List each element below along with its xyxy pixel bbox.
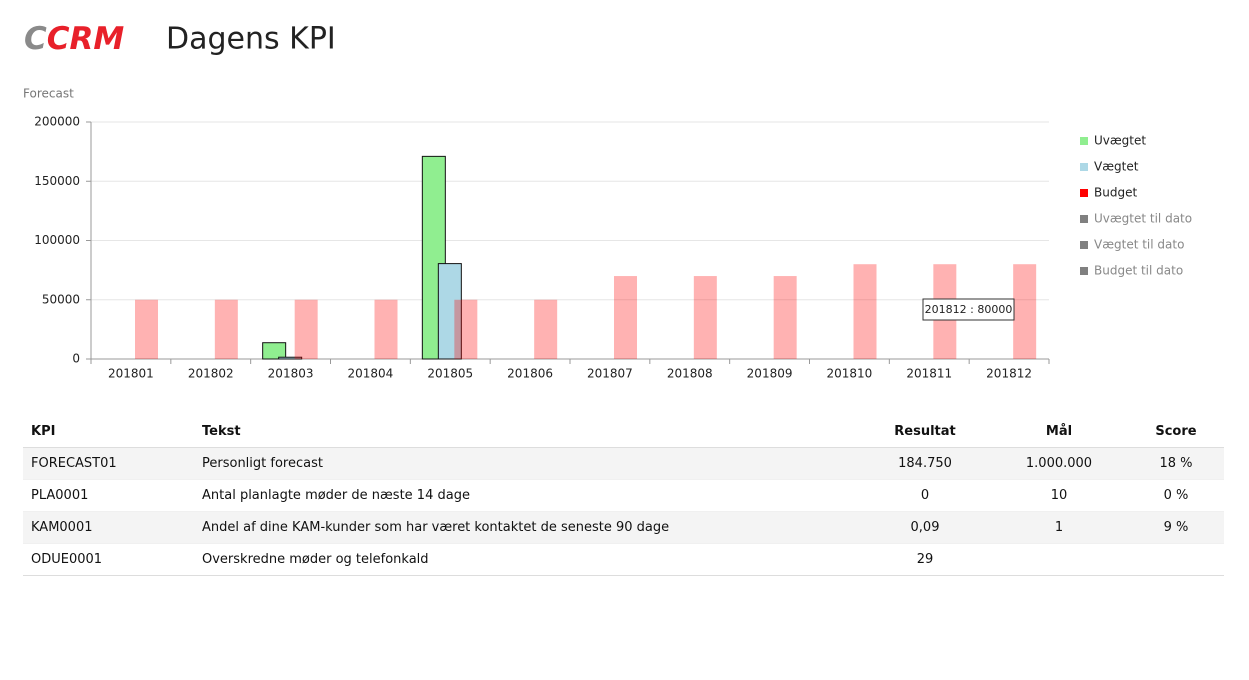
page-title: Dagens KPI xyxy=(166,22,336,57)
legend-swatch xyxy=(1080,137,1088,145)
legend-swatch xyxy=(1080,189,1088,197)
table-row: FORECAST01 Personligt forecast 184.750 1.00… xyxy=(23,447,1224,480)
legend-label: Budget xyxy=(1094,186,1137,200)
table-cell: 9 % xyxy=(1127,511,1224,544)
table-cell: 18 % xyxy=(1127,447,1224,480)
kpi-table: KPI Tekst Resultat Mål Score FORECAST01 Perso… xyxy=(23,416,1224,576)
x-tick-label: 201805 xyxy=(427,367,473,381)
logo-crm: CRM xyxy=(47,21,125,57)
legend-swatch xyxy=(1080,215,1088,223)
bar xyxy=(1013,264,1037,359)
table-cell: Overskredne møder og telefonkald xyxy=(194,543,860,576)
table-cell: PLA0001 xyxy=(23,479,194,512)
table-cell: 1.000.000 xyxy=(990,447,1128,480)
legend-label: Vægtet til dato xyxy=(1094,238,1184,252)
bar xyxy=(534,299,558,359)
column-header: Mål xyxy=(990,416,1128,448)
table-cell: 0 xyxy=(860,479,991,512)
table-cell: 0 % xyxy=(1127,479,1224,512)
bar xyxy=(693,276,717,359)
y-tick-label: 150000 xyxy=(34,174,80,188)
legend-label: Vægtet xyxy=(1094,160,1139,174)
chart: CCRM Dagens KPI Forecast 0 50000 100000 150… xyxy=(23,21,1192,381)
x-tick-label: 201810 xyxy=(827,367,873,381)
x-tick-label: 201811 xyxy=(906,367,952,381)
legend-label: Budget til dato xyxy=(1094,264,1183,278)
bar xyxy=(437,263,462,360)
table-cell: 1 xyxy=(990,511,1128,544)
table-body: FORECAST01 Personligt forecast 184.750 1.00… xyxy=(23,447,1224,576)
x-tick-label: 201802 xyxy=(188,367,234,381)
legend-swatch xyxy=(1080,163,1088,171)
tooltip-text: 201812 : 80000 xyxy=(925,303,1013,316)
table-cell: 184.750 xyxy=(860,447,991,480)
table-cell: FORECAST01 xyxy=(23,447,194,480)
logo: CCRM xyxy=(24,21,124,57)
legend-label: Uvægtet xyxy=(1094,134,1146,148)
legend-label: Uvægtet til dato xyxy=(1094,212,1192,226)
logo-c: C xyxy=(24,21,47,57)
table-cell: 10 xyxy=(990,479,1128,512)
x-tick-label: 201801 xyxy=(108,367,154,381)
bar xyxy=(135,299,158,359)
bar xyxy=(773,276,797,359)
table-cell xyxy=(990,543,1128,576)
legend-swatch xyxy=(1080,267,1088,275)
column-header: Tekst xyxy=(194,416,860,448)
x-tick-label: 201808 xyxy=(667,367,713,381)
bar xyxy=(262,342,287,360)
table-cell: 0,09 xyxy=(860,511,991,544)
x-tick-label: 201804 xyxy=(348,367,394,381)
table-cell: ODUE0001 xyxy=(23,543,194,576)
x-tick-label: 201812 xyxy=(986,367,1032,381)
table-row: PLA0001 Antal planlagte møder de næste 14… xyxy=(23,479,1224,512)
y-tick-label: 100000 xyxy=(34,233,80,247)
y-tick-label: 200000 xyxy=(34,115,80,129)
table-cell: Andel af dine KAM-kunder som har været k… xyxy=(194,511,860,544)
header-row: KPI Tekst Resultat Mål Score xyxy=(23,416,1224,448)
column-header: Resultat xyxy=(860,416,991,448)
y-tick-label: 0 xyxy=(72,352,80,366)
column-header: KPI xyxy=(23,416,194,448)
bar xyxy=(454,299,478,359)
table-cell: KAM0001 xyxy=(23,511,194,544)
column-header: Score xyxy=(1127,416,1224,448)
table-row: ODUE0001 Overskredne møder og telefonkald… xyxy=(23,543,1224,576)
x-tick-label: 201803 xyxy=(268,367,314,381)
y-tick-label: 50000 xyxy=(42,292,80,306)
tooltip: 201812 : 80000 xyxy=(922,298,1015,321)
bar xyxy=(374,299,398,359)
table-cell: 29 xyxy=(860,543,991,576)
tooltip-box xyxy=(922,298,1015,321)
table-cell xyxy=(1127,543,1224,576)
x-tick-label: 201806 xyxy=(507,367,553,381)
bar xyxy=(214,299,238,359)
bar xyxy=(278,356,303,360)
bar xyxy=(294,299,318,359)
x-tick-label: 201809 xyxy=(747,367,793,381)
table-cell: Personligt forecast xyxy=(194,447,860,480)
table-row: KAM0001 Andel af dine KAM-kunder som har … xyxy=(23,511,1224,544)
x-tick-label: 201807 xyxy=(587,367,633,381)
bar xyxy=(614,276,637,359)
legend-swatch xyxy=(1080,241,1088,249)
table-cell: Antal planlagte møder de næste 14 dage xyxy=(194,479,860,512)
chart-title: Forecast xyxy=(23,87,74,101)
bar xyxy=(853,264,877,359)
